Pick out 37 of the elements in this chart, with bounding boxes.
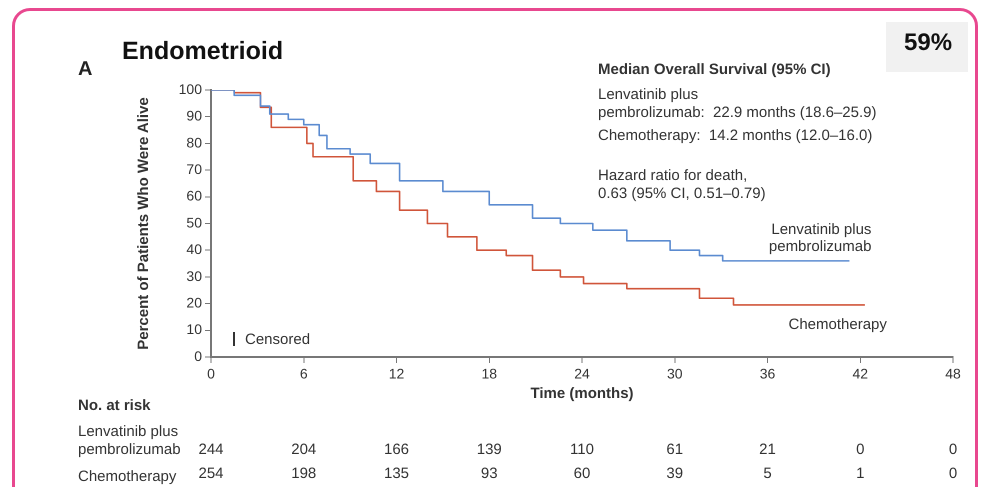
annotation: Chemotherapy: 14.2 months (12.0–16.0): [598, 127, 872, 145]
annotation: Lenvatinib plus pembrolizumab: 22.9 months (18.6–25.9): [598, 86, 876, 122]
chart-title: Endometrioid: [122, 36, 284, 66]
x-tick-label: 30: [666, 365, 683, 382]
y-tick-label: 30: [186, 268, 202, 284]
x-tick-label: 36: [760, 365, 776, 382]
text: A: [78, 58, 92, 80]
y-axis-title: Percent of Patients Who Were Alive: [135, 97, 152, 350]
text: Lenvatinib plus pembrolizumab: [78, 423, 181, 459]
text: 244 204 166 139 110 61 21 0 0: [198, 441, 958, 458]
x-tick-label: 48: [945, 365, 961, 382]
x-tick-label: 12: [388, 365, 404, 382]
text: Median Overall Survival (95% CI): [598, 61, 831, 79]
series-label: Chemotherapy: [788, 316, 888, 333]
y-tick-label: 0: [194, 348, 202, 364]
x-tick-label: 6: [300, 365, 308, 382]
y-tick-label: 80: [186, 134, 202, 150]
x-axis-title: Time (months): [530, 385, 634, 402]
text: 254 198 135 93 60 39 5 1 0: [198, 465, 958, 482]
text: 59%: [886, 22, 968, 72]
y-tick-label: 60: [186, 188, 202, 204]
annotation: Hazard ratio for death, 0.63 (95% CI, 0.51–0.79): [598, 167, 766, 203]
y-tick-label: 100: [178, 80, 202, 97]
series-label: Lenvatinib plus pembrolizumab: [768, 220, 872, 255]
y-tick-label: 90: [186, 108, 202, 124]
x-tick-label: 0: [207, 365, 216, 382]
x-tick-label: 42: [852, 365, 868, 382]
text: No. at risk: [78, 397, 151, 415]
x-tick-label: 18: [481, 365, 498, 382]
y-tick-label: 50: [186, 214, 202, 230]
annotation: Censored: [245, 331, 310, 349]
x-tick-label: 24: [574, 365, 590, 382]
y-tick-label: 20: [186, 294, 202, 310]
y-tick-label: 10: [186, 321, 202, 338]
text: Chemotherapy: [78, 468, 176, 486]
y-tick-label: 40: [186, 241, 202, 258]
y-tick-label: 70: [186, 160, 202, 177]
